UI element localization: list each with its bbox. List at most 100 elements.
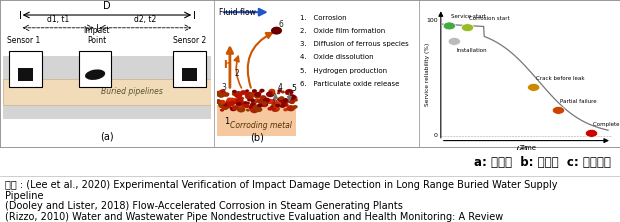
Text: 0: 0	[434, 133, 438, 138]
Circle shape	[289, 99, 295, 104]
Circle shape	[288, 94, 296, 100]
Circle shape	[230, 98, 239, 104]
Circle shape	[223, 103, 231, 109]
Text: Service start: Service start	[451, 14, 486, 19]
Text: 1.   Corrosion: 1. Corrosion	[300, 15, 347, 21]
Text: (Rizzo, 2010) Water and Wastewater Pipe Nondestructive Evaluation and Health Mon: (Rizzo, 2010) Water and Wastewater Pipe …	[5, 212, 503, 222]
Circle shape	[272, 107, 279, 112]
Bar	[182, 68, 197, 81]
Text: Sensor 1: Sensor 1	[7, 36, 40, 45]
Circle shape	[244, 91, 253, 98]
Text: Corrosion start: Corrosion start	[469, 16, 510, 21]
Circle shape	[216, 100, 221, 104]
Text: 6.   Particulate oxide release: 6. Particulate oxide release	[300, 81, 400, 87]
Circle shape	[217, 102, 220, 104]
Circle shape	[226, 99, 232, 104]
Ellipse shape	[85, 69, 105, 80]
Circle shape	[246, 109, 250, 111]
Circle shape	[275, 104, 280, 107]
Circle shape	[277, 92, 280, 94]
Circle shape	[283, 108, 288, 111]
Circle shape	[279, 103, 286, 108]
Text: Time: Time	[519, 145, 536, 151]
Circle shape	[264, 98, 270, 102]
Circle shape	[293, 105, 298, 109]
Circle shape	[278, 98, 283, 101]
Text: 2: 2	[234, 69, 239, 78]
Circle shape	[277, 89, 282, 93]
Text: 출처 : (Lee et al., 2020) Experimental Verification of Impact Damage Detection in : 출처 : (Lee et al., 2020) Experimental Ver…	[5, 180, 557, 190]
Circle shape	[254, 93, 260, 97]
Circle shape	[260, 95, 267, 100]
Circle shape	[243, 101, 247, 104]
Text: 5: 5	[291, 84, 296, 93]
Circle shape	[220, 109, 224, 112]
Circle shape	[224, 93, 229, 97]
Text: 4: 4	[278, 83, 282, 92]
Circle shape	[281, 91, 285, 93]
Circle shape	[236, 102, 244, 108]
Circle shape	[267, 107, 273, 111]
Bar	[9, 51, 42, 87]
Circle shape	[250, 99, 255, 102]
Circle shape	[585, 129, 598, 137]
Circle shape	[291, 95, 298, 100]
Text: h: h	[223, 60, 231, 70]
Bar	[3, 79, 211, 105]
Bar	[174, 51, 206, 87]
Circle shape	[218, 102, 227, 108]
Circle shape	[443, 22, 456, 30]
Circle shape	[272, 92, 276, 95]
Circle shape	[237, 106, 246, 113]
Text: d2, t2: d2, t2	[135, 14, 156, 24]
Circle shape	[260, 102, 266, 107]
Circle shape	[221, 105, 229, 110]
Circle shape	[250, 103, 256, 107]
Circle shape	[259, 103, 265, 107]
Circle shape	[270, 99, 278, 105]
Circle shape	[232, 105, 239, 110]
Circle shape	[240, 97, 244, 100]
Circle shape	[266, 99, 273, 104]
Circle shape	[230, 106, 237, 111]
Circle shape	[270, 105, 277, 110]
Text: Buried pipelines: Buried pipelines	[101, 87, 163, 96]
Circle shape	[253, 104, 260, 110]
Circle shape	[272, 107, 277, 110]
Circle shape	[448, 38, 461, 45]
Circle shape	[275, 101, 281, 106]
Text: 100: 100	[427, 18, 438, 23]
Circle shape	[259, 89, 265, 93]
Circle shape	[236, 91, 241, 94]
Circle shape	[250, 107, 259, 113]
Text: 3: 3	[221, 83, 226, 92]
Bar	[79, 51, 111, 87]
Circle shape	[261, 102, 268, 107]
Text: Fluid flow: Fluid flow	[219, 8, 256, 17]
Text: Impact
Point: Impact Point	[83, 26, 110, 45]
Circle shape	[259, 91, 262, 93]
Circle shape	[272, 102, 280, 108]
Circle shape	[242, 102, 247, 106]
Circle shape	[247, 97, 254, 101]
Circle shape	[272, 103, 276, 106]
Text: D: D	[103, 1, 111, 11]
Text: a: 변위계  b: 속도계  c: 가속도계: a: 변위계 b: 속도계 c: 가속도계	[474, 156, 611, 169]
Text: (c): (c)	[515, 146, 528, 156]
Circle shape	[286, 105, 295, 111]
Circle shape	[262, 104, 267, 107]
Text: Installation: Installation	[456, 48, 487, 53]
Circle shape	[254, 92, 261, 97]
Circle shape	[254, 99, 259, 103]
Circle shape	[268, 89, 275, 94]
Circle shape	[253, 93, 257, 96]
Circle shape	[254, 94, 260, 99]
Circle shape	[255, 107, 262, 112]
Circle shape	[289, 106, 293, 109]
Circle shape	[253, 106, 258, 109]
Circle shape	[271, 27, 282, 35]
Text: Corroding metal: Corroding metal	[230, 121, 291, 130]
Circle shape	[249, 106, 254, 109]
Circle shape	[244, 104, 250, 108]
Circle shape	[235, 98, 242, 103]
